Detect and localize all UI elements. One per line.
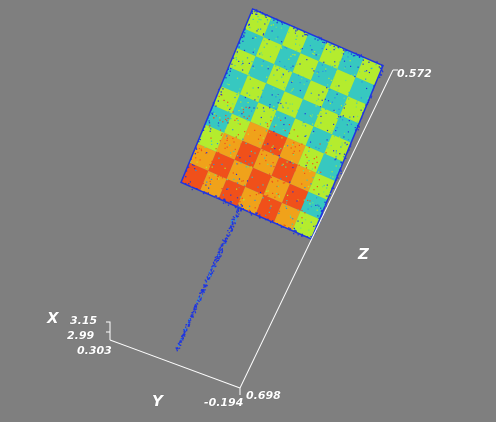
checker-cell <box>287 118 314 146</box>
checker-cell <box>268 110 296 138</box>
x-axis-label: X <box>47 309 59 327</box>
checker-cell <box>300 34 327 62</box>
checker-cell <box>313 107 340 135</box>
checker-cell <box>261 129 288 157</box>
checker-cell <box>258 83 285 111</box>
checker-cell <box>232 94 259 122</box>
checker-cell <box>205 105 232 133</box>
checker-cell <box>305 126 332 154</box>
checker-cell <box>216 132 243 160</box>
z-axis-label: Z <box>358 245 369 263</box>
checker-cell <box>213 86 240 114</box>
checker-cell <box>239 75 267 103</box>
checker-cell <box>295 99 322 127</box>
z-tick-label: 0.572 <box>397 67 432 80</box>
checker-cell <box>200 170 227 198</box>
checker-cell <box>266 64 293 92</box>
checker-cell <box>347 77 375 105</box>
checker-cell <box>221 67 248 95</box>
checker-cell <box>250 102 277 130</box>
board-edge-points <box>182 8 384 238</box>
checker-cell <box>274 45 301 73</box>
axes-box <box>106 69 398 395</box>
checker-cell <box>300 191 327 219</box>
checker-cell <box>271 156 298 184</box>
checker-cell <box>297 145 325 173</box>
x-tick-label: 2.99 <box>67 329 95 342</box>
checker-cell <box>292 53 319 81</box>
checker-cell <box>224 113 251 141</box>
y-axis-label: Y <box>152 392 163 410</box>
checker-cell <box>284 72 311 100</box>
point-cloud <box>175 8 384 352</box>
checker-cell <box>279 137 306 165</box>
checker-cell <box>324 134 351 162</box>
checker-cell <box>253 148 280 176</box>
y-tick-label: -0.194 <box>204 396 244 409</box>
checker-cell <box>247 56 275 84</box>
checker-cell <box>245 167 272 195</box>
board-stand-points <box>175 203 243 352</box>
checker-cell <box>316 153 343 181</box>
point-speckle <box>185 11 377 235</box>
checker-cell <box>276 91 303 119</box>
y-axis-line <box>109 339 241 389</box>
x-tick-label: 0.303 <box>77 344 112 357</box>
z-axis-line <box>239 69 394 389</box>
checker-cell <box>329 69 356 97</box>
checker-cell <box>189 143 217 171</box>
checker-cell <box>237 186 264 214</box>
checker-cell <box>242 121 269 149</box>
checker-cell <box>234 140 261 168</box>
checker-cell <box>255 37 282 65</box>
checker-cell <box>321 88 348 116</box>
checker-cell <box>282 183 309 211</box>
checker-cell <box>339 96 367 124</box>
z-tick-label: 0.698 <box>246 389 281 402</box>
checker-cell <box>337 50 364 78</box>
checker-cell <box>292 210 319 238</box>
checker-cell <box>208 151 235 179</box>
checker-cell <box>218 178 246 206</box>
checker-cell <box>255 194 282 222</box>
checker-cell <box>308 172 335 200</box>
checker-cell <box>245 10 272 38</box>
checker-cell <box>310 61 338 89</box>
checker-cell <box>274 202 301 230</box>
x-axis-bracket <box>106 321 111 333</box>
x-tick-label: 3.15 <box>70 314 98 327</box>
